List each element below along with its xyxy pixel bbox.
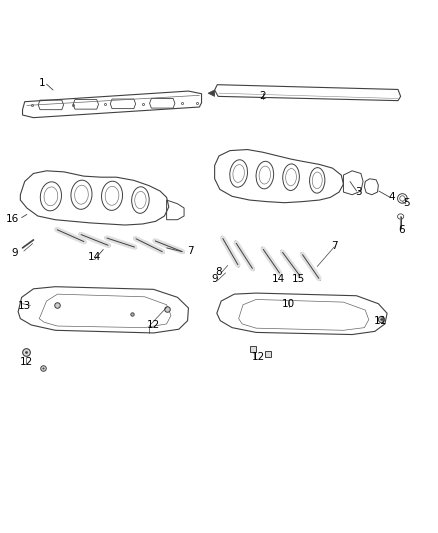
- Text: 12: 12: [147, 320, 160, 330]
- Text: 9: 9: [11, 248, 18, 258]
- Text: 3: 3: [355, 187, 362, 197]
- Text: 12: 12: [252, 352, 265, 362]
- Text: 6: 6: [398, 225, 405, 236]
- Text: 4: 4: [388, 192, 395, 203]
- Text: 13: 13: [18, 301, 32, 311]
- Text: 10: 10: [283, 298, 295, 309]
- Text: 11: 11: [374, 316, 387, 326]
- Text: 8: 8: [215, 267, 222, 277]
- Text: 1: 1: [39, 78, 46, 88]
- Text: 12: 12: [20, 357, 34, 367]
- Polygon shape: [208, 90, 215, 96]
- Text: 5: 5: [403, 198, 410, 208]
- Text: 15: 15: [292, 274, 305, 284]
- Text: 16: 16: [6, 214, 20, 224]
- Text: 7: 7: [187, 246, 194, 255]
- Text: 2: 2: [259, 91, 266, 101]
- Text: 14: 14: [272, 274, 285, 284]
- Text: 9: 9: [211, 274, 218, 284]
- Text: 14: 14: [88, 253, 101, 262]
- Text: 7: 7: [332, 241, 338, 251]
